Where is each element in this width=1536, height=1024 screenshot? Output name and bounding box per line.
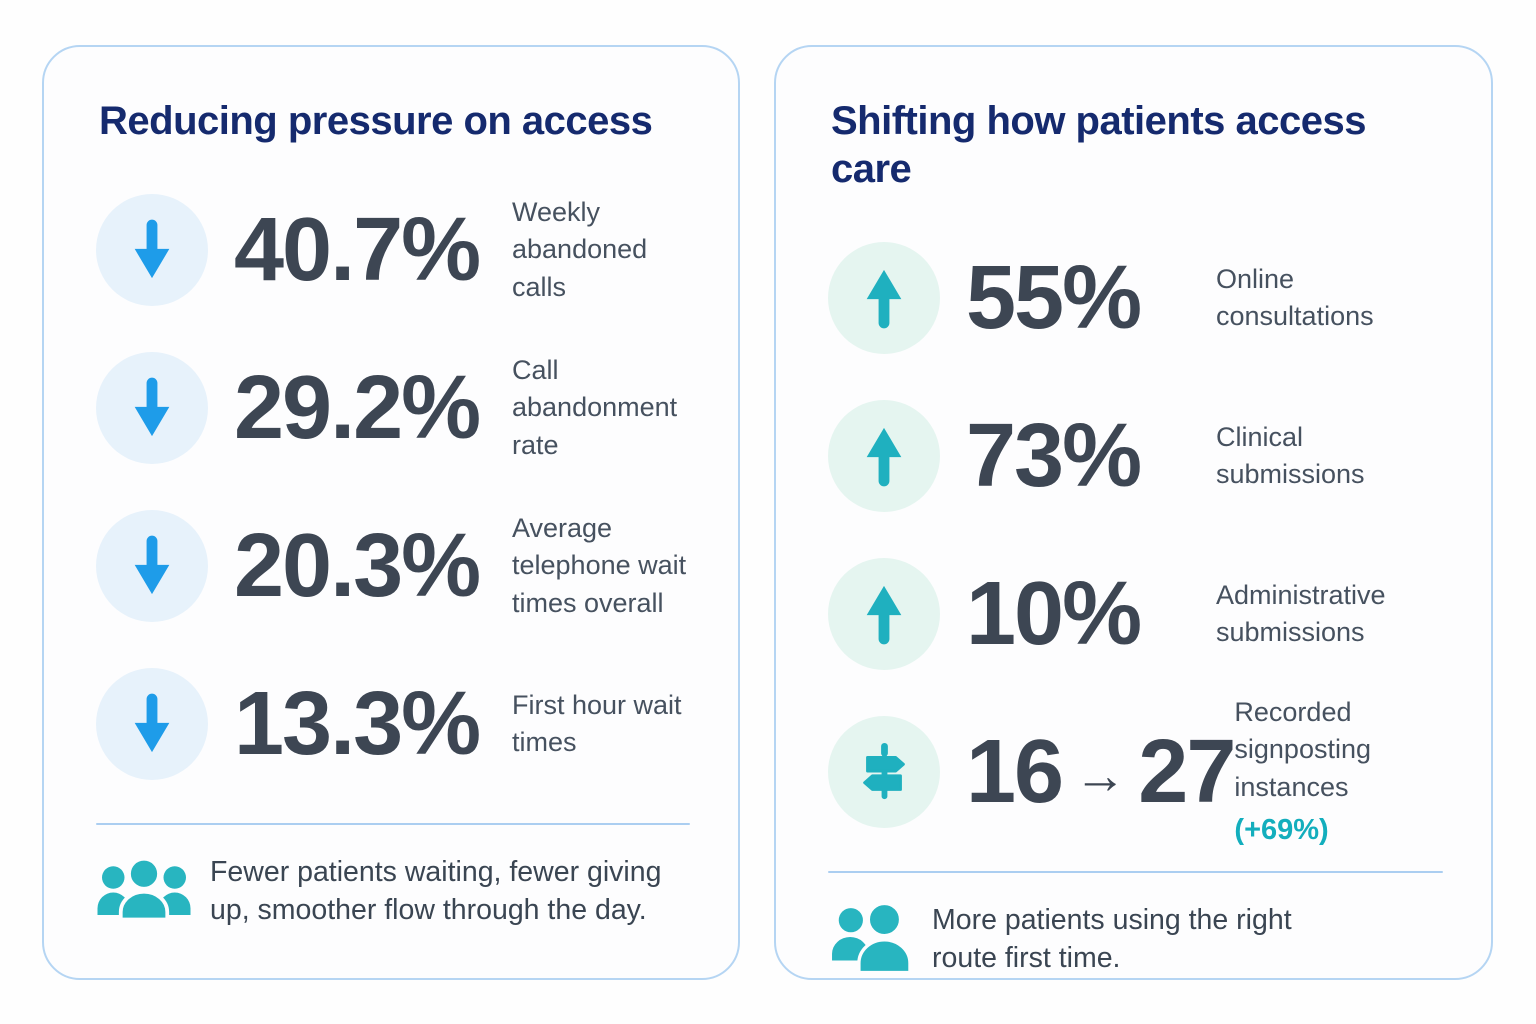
stat-label: Weekly abandoned calls [512,197,648,302]
arrow-down-glyph [134,535,170,595]
right-card-title: Shifting how patients access care [831,99,1367,191]
arrow-down-glyph [134,693,170,753]
right-card-divider [828,871,1443,873]
arrow-down-glyph [134,377,170,437]
arrow-up-glyph [866,585,902,645]
right-card-footer-text: More patients using the right route firs… [932,904,1292,975]
left-card-stats: 40.7% Weekly abandoned calls 29.2% Call … [96,171,690,803]
arrow-up-icon [828,400,940,512]
arrow-down-icon [96,194,208,306]
stat-row-recorded-signposting: 16 → 27 Recorded signposting instances (+6… [828,693,1443,851]
stat-value: 13.3% [234,673,481,774]
stat-label: Average telephone wait times overall [512,513,687,618]
arrow-down-icon [96,510,208,622]
right-card-footer: More patients using the right route firs… [828,901,1443,978]
right-arrow-icon: → [1074,747,1127,806]
people-pair-icon [828,901,914,977]
arrow-down-glyph [134,219,170,279]
stat-row-weekly-abandoned-calls: 40.7% Weekly abandoned calls [96,171,690,329]
stat-label: Call abandonment rate [512,355,678,460]
stat-row-administrative-submissions: 10% Administrative submissions [828,535,1443,693]
right-card-stats: 55% Online consultations 73% Clinical su… [828,219,1443,851]
stat-value: 73% [966,405,1142,506]
left-card-reducing-pressure: Reducing pressure on access 40.7% Weekly… [42,45,740,980]
arrow-up-icon [828,242,940,354]
stat-highlight: (+69%) [1234,813,1329,846]
stat-label: Recorded signposting instances [1234,697,1372,802]
arrow-down-icon [96,668,208,780]
value-from: 16 [966,721,1064,822]
left-card-footer: Fewer patients waiting, fewer giving up,… [96,853,690,930]
arrow-up-icon [828,558,940,670]
stat-label: First hour wait times [512,689,682,757]
stat-label: Clinical submissions [1216,421,1365,489]
people-group-icon [96,855,192,927]
left-card-divider [96,823,690,825]
signpost-glyph [863,742,905,800]
stat-value: 29.2% [234,357,481,458]
stat-value: 55% [966,247,1142,348]
stat-row-online-consultations: 55% Online consultations [828,219,1443,377]
value-to: 27 [1138,721,1236,822]
stat-row-average-telephone-wait: 20.3% Average telephone wait times overa… [96,487,690,645]
arrow-up-glyph [866,427,902,487]
stat-label: Online consultations [1216,263,1374,331]
stat-label-block: Recorded signposting instances (+69%) [1234,694,1443,850]
stat-value: 10% [966,563,1142,664]
stat-value: 40.7% [234,199,481,300]
right-card-shifting-access: Shifting how patients access care 55% On… [774,45,1493,980]
signpost-icon [828,716,940,828]
left-card-footer-text: Fewer patients waiting, fewer giving up,… [210,856,662,927]
arrow-up-glyph [866,269,902,329]
left-card-title: Reducing pressure on access [99,99,653,143]
stat-row-call-abandonment-rate: 29.2% Call abandonment rate [96,329,690,487]
stat-label: Administrative submissions [1216,579,1386,647]
stat-value: 20.3% [234,515,481,616]
stat-row-first-hour-wait: 13.3% First hour wait times [96,645,690,803]
arrow-down-icon [96,352,208,464]
people-group-glyph [97,857,191,922]
stat-row-clinical-submissions: 73% Clinical submissions [828,377,1443,535]
stat-value-range: 16 → 27 [966,721,1236,824]
people-pair-glyph [832,902,912,975]
